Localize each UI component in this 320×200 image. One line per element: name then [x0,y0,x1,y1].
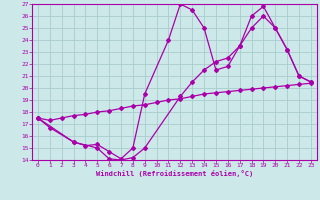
X-axis label: Windchill (Refroidissement éolien,°C): Windchill (Refroidissement éolien,°C) [96,170,253,177]
